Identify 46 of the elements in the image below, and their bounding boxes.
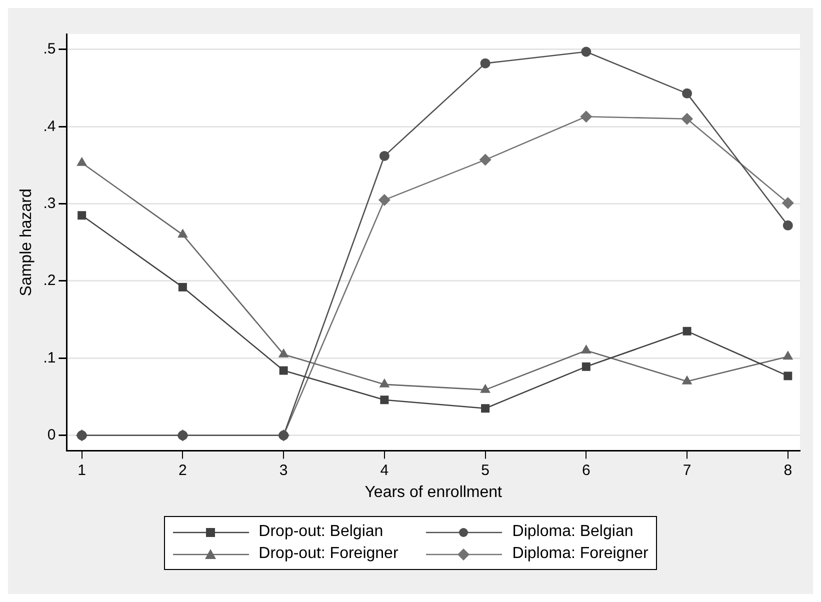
point	[580, 344, 592, 354]
y-axis-title: Sample hazard	[18, 188, 36, 296]
y-tick-label: .2	[43, 272, 56, 290]
legend-label: Drop-out: Belgian	[258, 523, 384, 541]
point	[279, 366, 288, 375]
point	[479, 154, 492, 166]
point	[784, 372, 792, 380]
point	[378, 194, 390, 206]
x-tick-label: 6	[582, 462, 590, 479]
point	[379, 150, 390, 161]
point	[480, 58, 490, 68]
point	[379, 378, 390, 388]
x-tick-label: 3	[279, 462, 288, 479]
point	[78, 211, 86, 220]
x-tick-label: 8	[784, 462, 792, 479]
point	[481, 404, 490, 413]
x-tick-label: 5	[481, 462, 490, 479]
point	[682, 88, 692, 98]
y-tick-label: .1	[43, 349, 56, 366]
y-tick-label: .5	[43, 40, 56, 58]
point	[76, 156, 88, 166]
point	[682, 375, 692, 384]
point	[178, 228, 188, 238]
point	[480, 384, 490, 393]
point	[278, 348, 289, 358]
y-tick-label: 0	[47, 426, 56, 444]
legend-label: Diploma: Foreigner	[512, 545, 648, 563]
x-axis-title: Years of enrollment	[364, 484, 503, 501]
point	[582, 362, 590, 371]
point	[581, 46, 592, 57]
point	[178, 282, 187, 292]
x-tick-label: 7	[682, 462, 692, 479]
legend-label: Drop-out: Foreigner	[258, 545, 398, 563]
point	[380, 396, 389, 404]
y-tick-label: .3	[43, 194, 56, 212]
point	[682, 326, 692, 336]
point	[782, 220, 793, 230]
point	[782, 350, 794, 360]
x-tick-label: 2	[178, 462, 187, 479]
y-tick-label: .4	[43, 118, 56, 135]
x-tick-label: 1	[78, 462, 86, 479]
point	[681, 112, 694, 125]
point	[580, 110, 592, 123]
x-tick-label: 4	[380, 462, 389, 479]
legend-label: Diploma: Belgian	[512, 523, 634, 541]
point	[782, 197, 794, 210]
